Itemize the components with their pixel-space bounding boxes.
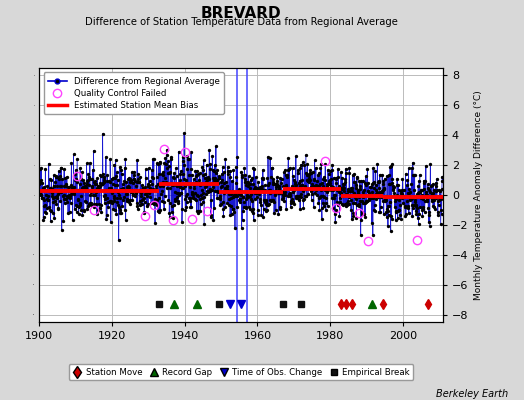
Text: BREVARD: BREVARD [201,6,281,21]
Text: Difference of Station Temperature Data from Regional Average: Difference of Station Temperature Data f… [84,17,398,27]
Legend: Station Move, Record Gap, Time of Obs. Change, Empirical Break: Station Move, Record Gap, Time of Obs. C… [69,364,413,380]
Text: Berkeley Earth: Berkeley Earth [436,389,508,399]
Y-axis label: Monthly Temperature Anomaly Difference (°C): Monthly Temperature Anomaly Difference (… [474,90,483,300]
Legend: Difference from Regional Average, Quality Control Failed, Estimated Station Mean: Difference from Regional Average, Qualit… [43,72,224,114]
